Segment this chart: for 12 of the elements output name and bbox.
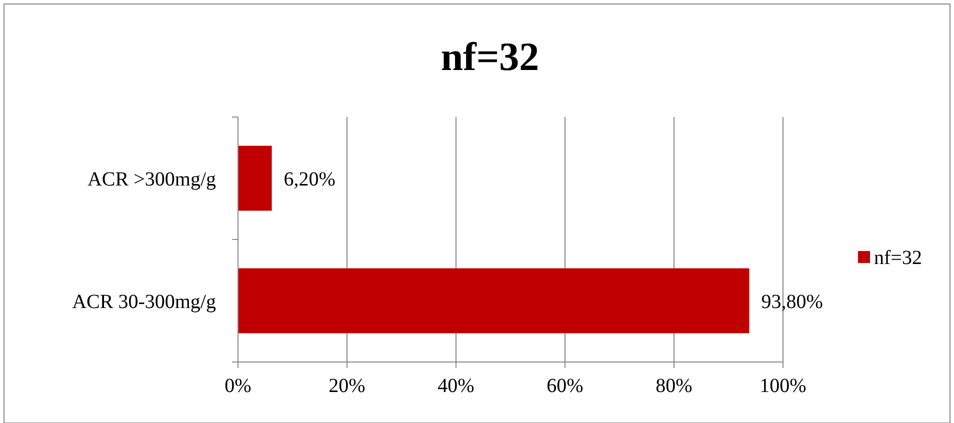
x-tick-label: 40% [438, 375, 474, 397]
text: 93,80% [761, 290, 823, 313]
x-tick-label: 0% [224, 375, 252, 397]
x-tick-label: 20% [328, 375, 366, 397]
y-tick-label: ACR >300mg/g [87, 168, 216, 190]
legend-label: nf=32 [874, 247, 922, 269]
text: 6,20% [284, 168, 336, 190]
x-tick-label: 60% [546, 375, 584, 397]
chart-title: nf=32 [440, 34, 540, 79]
x-tick-label: 80% [656, 375, 692, 397]
x-tick-label: 100% [760, 375, 806, 397]
y-tick-label: ACR 30-300mg/g [72, 290, 216, 313]
